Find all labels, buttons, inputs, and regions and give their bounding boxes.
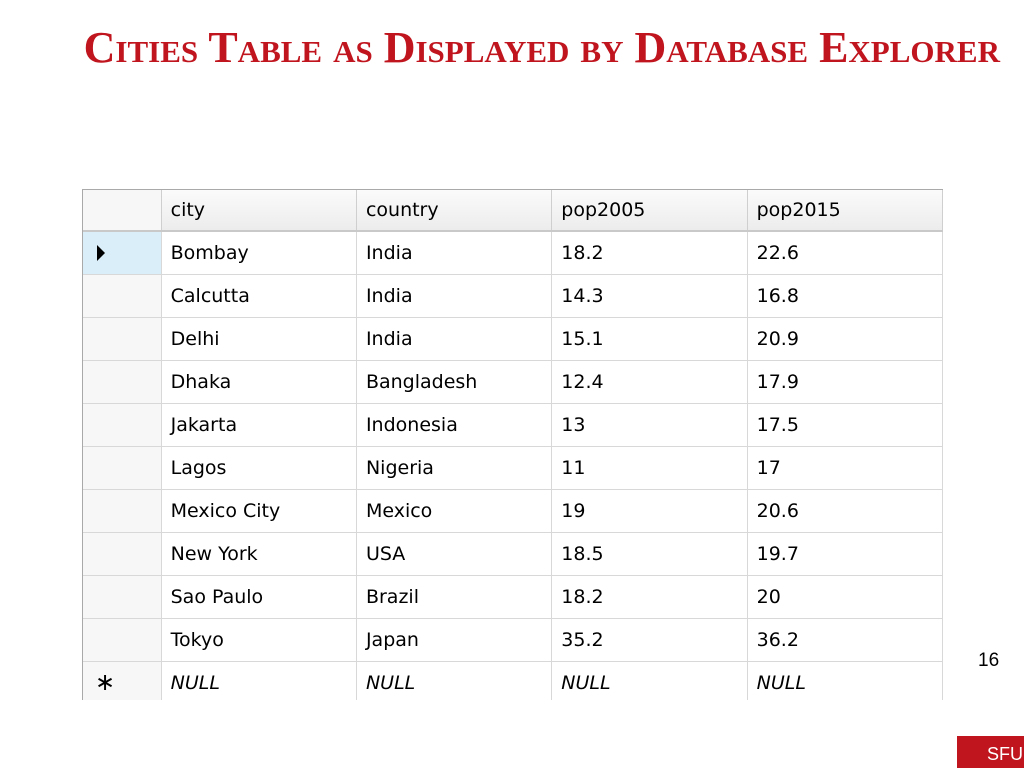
table-row[interactable]: Delhi India 15.1 20.9 — [83, 317, 943, 361]
cell-pop2015[interactable]: 36.2 — [747, 618, 943, 662]
cell-country[interactable]: Japan — [356, 618, 553, 662]
cell-country[interactable]: Nigeria — [356, 446, 553, 490]
column-header-pop2005[interactable]: pop2005 — [551, 190, 748, 232]
cell-pop2015[interactable]: 20.9 — [747, 317, 943, 361]
cell-pop2015[interactable]: 22.6 — [747, 231, 943, 275]
cell-country[interactable]: India — [356, 274, 553, 318]
cell-pop2015[interactable]: 20 — [747, 575, 943, 619]
table-row[interactable]: Dhaka Bangladesh 12.4 17.9 — [83, 360, 943, 404]
cell-pop2005[interactable]: 12.4 — [551, 360, 748, 404]
cell-city[interactable]: Jakarta — [161, 403, 357, 447]
table-row[interactable]: Calcutta India 14.3 16.8 — [83, 274, 943, 318]
row-selector[interactable] — [83, 317, 162, 361]
cell-pop2015[interactable]: 17 — [747, 446, 943, 490]
row-selector[interactable] — [83, 532, 162, 576]
cell-city-null[interactable]: NULL — [161, 661, 357, 700]
cell-pop2005[interactable]: 11 — [551, 446, 748, 490]
cell-country[interactable]: Bangladesh — [356, 360, 553, 404]
row-selector[interactable] — [83, 446, 162, 490]
cell-pop2005[interactable]: 18.5 — [551, 532, 748, 576]
cell-country[interactable]: Indonesia — [356, 403, 553, 447]
cell-city[interactable]: Bombay — [161, 231, 357, 275]
cell-pop2005[interactable]: 35.2 — [551, 618, 748, 662]
column-header-pop2015[interactable]: pop2015 — [747, 190, 943, 232]
cities-table: city country pop2005 pop2015 Bombay Indi… — [83, 190, 943, 700]
table-row[interactable]: Lagos Nigeria 11 17 — [83, 446, 943, 490]
data-grid: city country pop2005 pop2015 Bombay Indi… — [82, 189, 943, 700]
sfu-logo: SFU — [957, 736, 1024, 768]
cell-city[interactable]: New York — [161, 532, 357, 576]
cell-pop2005[interactable]: 15.1 — [551, 317, 748, 361]
row-selector[interactable] — [83, 618, 162, 662]
cell-country[interactable]: India — [356, 231, 553, 275]
cell-city[interactable]: Sao Paulo — [161, 575, 357, 619]
row-selector[interactable] — [83, 489, 162, 533]
new-row-asterisk-icon: ∗ — [95, 668, 116, 696]
row-selector[interactable] — [83, 231, 162, 275]
table-row[interactable]: New York USA 18.5 19.7 — [83, 532, 943, 576]
cell-pop2005[interactable]: 13 — [551, 403, 748, 447]
cell-city[interactable]: Delhi — [161, 317, 357, 361]
cell-country[interactable]: USA — [356, 532, 553, 576]
cell-city[interactable]: Tokyo — [161, 618, 357, 662]
cell-pop2015[interactable]: 17.5 — [747, 403, 943, 447]
corner-header[interactable] — [83, 190, 162, 232]
cell-pop2005[interactable]: 14.3 — [551, 274, 748, 318]
cell-country-null[interactable]: NULL — [356, 661, 553, 700]
cell-pop2005-null[interactable]: NULL — [551, 661, 748, 700]
cell-city[interactable]: Mexico City — [161, 489, 357, 533]
table-row[interactable]: Tokyo Japan 35.2 36.2 — [83, 618, 943, 662]
table-row[interactable]: Sao Paulo Brazil 18.2 20 — [83, 575, 943, 619]
cell-pop2015[interactable]: 16.8 — [747, 274, 943, 318]
row-selector[interactable] — [83, 403, 162, 447]
row-selector[interactable] — [83, 575, 162, 619]
header-row: city country pop2005 pop2015 — [83, 190, 943, 232]
cell-city[interactable]: Dhaka — [161, 360, 357, 404]
row-selector[interactable] — [83, 360, 162, 404]
cell-pop2015[interactable]: 19.7 — [747, 532, 943, 576]
cell-city[interactable]: Lagos — [161, 446, 357, 490]
cell-pop2015-null[interactable]: NULL — [747, 661, 943, 700]
page-number: 16 — [978, 650, 1000, 671]
table-row[interactable]: Jakarta Indonesia 13 17.5 — [83, 403, 943, 447]
cell-country[interactable]: India — [356, 317, 553, 361]
cell-country[interactable]: Brazil — [356, 575, 553, 619]
table-row[interactable]: Mexico City Mexico 19 20.6 — [83, 489, 943, 533]
slide-title: Cities Table as Displayed by Database Ex… — [83, 23, 1000, 72]
column-header-country[interactable]: country — [356, 190, 553, 232]
new-row-selector[interactable]: ∗ — [83, 661, 162, 700]
row-selector[interactable] — [83, 274, 162, 318]
cell-pop2015[interactable]: 17.9 — [747, 360, 943, 404]
cell-pop2005[interactable]: 18.2 — [551, 575, 748, 619]
cell-pop2005[interactable]: 18.2 — [551, 231, 748, 275]
cell-pop2005[interactable]: 19 — [551, 489, 748, 533]
new-row[interactable]: ∗ NULL NULL NULL NULL — [83, 661, 943, 700]
row-pointer-icon — [97, 245, 105, 261]
column-header-city[interactable]: city — [161, 190, 357, 232]
cell-country[interactable]: Mexico — [356, 489, 553, 533]
cell-city[interactable]: Calcutta — [161, 274, 357, 318]
cell-pop2015[interactable]: 20.6 — [747, 489, 943, 533]
table-row[interactable]: Bombay India 18.2 22.6 — [83, 231, 943, 275]
